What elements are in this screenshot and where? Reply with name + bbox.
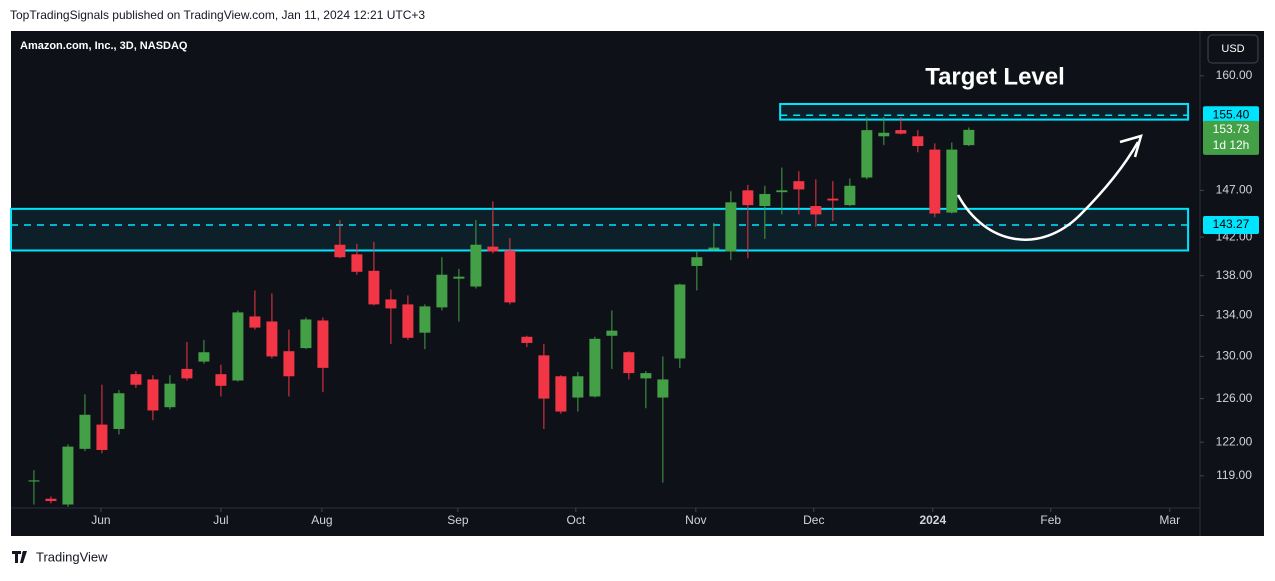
candle-body: [368, 270, 380, 305]
zone: [779, 103, 1190, 121]
brand: TradingView: [36, 549, 108, 564]
candle-body: [215, 374, 227, 386]
candle-body: [606, 330, 618, 336]
x-tick-label: Jun: [91, 513, 110, 527]
publisher-note: TopTradingSignals published on TradingVi…: [10, 8, 425, 22]
last-price-label: 153.73: [1213, 122, 1250, 136]
arrow-head: [1119, 134, 1143, 158]
level-label-box: [1203, 216, 1259, 235]
x-tick-label: Mar: [1159, 513, 1180, 527]
x-tick-label: Jul: [213, 513, 228, 527]
y-tick-label: 147.00: [1216, 183, 1253, 197]
candle-body: [164, 383, 176, 408]
y-tick-label: 122.00: [1216, 434, 1253, 448]
candle-body: [470, 244, 482, 287]
candle-body: [759, 194, 771, 207]
candle-body: [776, 190, 788, 193]
level-label: 155.40: [1213, 107, 1250, 121]
candle-body: [45, 498, 57, 502]
candle-body: [742, 190, 754, 206]
candle-body: [844, 185, 856, 206]
chart-title: Amazon.com, Inc., 3D, NASDAQ: [20, 40, 188, 52]
candle-body: [96, 424, 108, 450]
candle-body: [861, 130, 873, 178]
y-tick-label: 160.00: [1216, 68, 1253, 82]
x-tick-label: Nov: [685, 513, 706, 527]
candle-body: [79, 414, 91, 449]
candle-body: [232, 312, 244, 381]
candle-body: [334, 244, 346, 258]
candle-body: [300, 319, 312, 349]
candle-body: [113, 393, 125, 429]
candle-body: [487, 246, 499, 252]
x-tick-label: 2024: [919, 513, 946, 527]
candle-body: [181, 368, 193, 379]
candle-body: [912, 136, 924, 147]
candle-body: [28, 480, 40, 482]
currency-label[interactable]: USD: [1221, 43, 1244, 55]
y-tick-label: 119.00: [1216, 468, 1252, 482]
candle-body: [572, 376, 584, 398]
y-tick-label: 134.00: [1216, 308, 1253, 322]
x-tick-label: Sep: [447, 513, 469, 527]
candle-body: [538, 355, 550, 399]
candle-body: [657, 379, 669, 398]
candle-body: [266, 321, 278, 357]
y-tick-label: 126.00: [1216, 391, 1253, 405]
candle-body: [198, 352, 210, 362]
candle-body: [402, 304, 414, 338]
candle-body: [555, 376, 567, 412]
candle-body: [130, 374, 142, 385]
candle-body: [708, 247, 720, 250]
candle-body: [929, 149, 941, 214]
candle-body: [691, 257, 703, 266]
candle-body: [351, 254, 363, 272]
candle-body: [436, 274, 448, 308]
candle-body: [878, 132, 890, 137]
candle-body: [385, 299, 397, 309]
candle-body: [453, 276, 465, 279]
level-label-box: [1203, 106, 1259, 125]
currency-button[interactable]: [1207, 34, 1259, 64]
candle-body: [521, 336, 533, 343]
countdown: 1d 12h: [1213, 138, 1250, 152]
candle-body: [419, 306, 431, 333]
y-tick-label: 138.00: [1216, 268, 1253, 282]
annotation: Target Level: [925, 63, 1065, 90]
level-label: 143.27: [1213, 217, 1250, 231]
candle-body: [317, 320, 329, 368]
candle-body: [147, 379, 159, 411]
zone: [10, 207, 1190, 252]
candle-body: [725, 202, 737, 252]
x-tick-label: Feb: [1040, 513, 1061, 527]
candle-body: [640, 373, 652, 379]
candle-body: [283, 351, 295, 377]
candle-body: [810, 206, 822, 215]
candle-body: [249, 316, 261, 328]
candle-body: [793, 181, 805, 190]
candle-body: [504, 250, 516, 303]
last-price-box: [1203, 120, 1259, 155]
arrow: [956, 141, 1140, 241]
x-tick-label: Aug: [311, 513, 332, 527]
candle-body: [827, 198, 839, 201]
candle-body: [946, 149, 958, 213]
x-tick-label: Oct: [567, 513, 586, 527]
candle-body: [963, 129, 975, 146]
candle-body: [62, 446, 74, 505]
y-tick-label: 130.00: [1216, 349, 1253, 363]
brand-logo-dot: [22, 551, 26, 555]
x-tick-label: Dec: [803, 513, 824, 527]
candle-body: [674, 284, 686, 359]
candle-body: [589, 338, 601, 397]
candle-body: [623, 352, 635, 374]
candle-body: [895, 130, 907, 134]
